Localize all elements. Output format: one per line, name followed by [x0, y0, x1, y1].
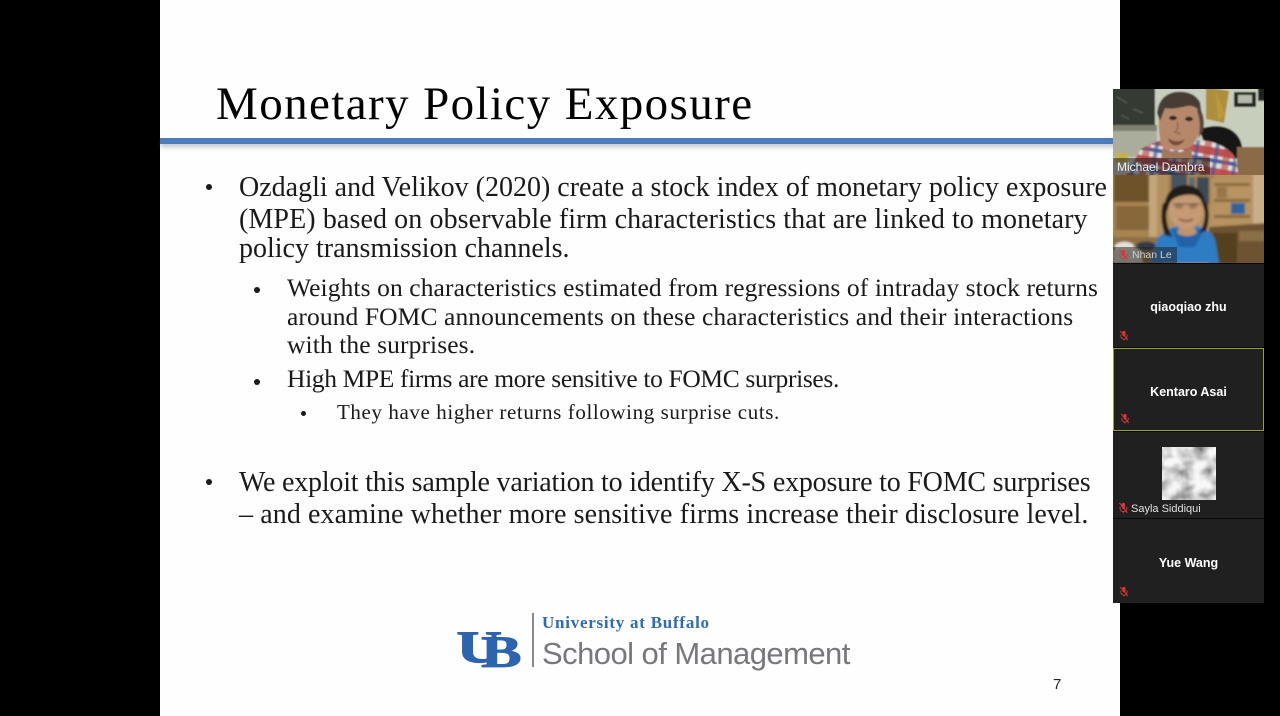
svg-text:B: B [481, 628, 522, 670]
svg-text:Nhan Le: Nhan Le [1132, 249, 1172, 261]
svg-text:Sayla Siddiqui: Sayla Siddiqui [1131, 503, 1201, 515]
svg-text:Michael Dambra: Michael Dambra [1117, 160, 1205, 174]
svg-text:U: U [456, 628, 502, 670]
